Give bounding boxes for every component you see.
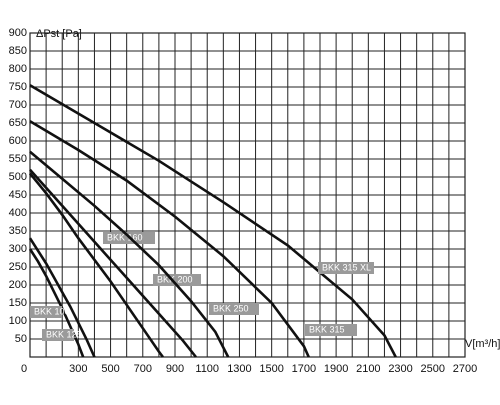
plot-border bbox=[29, 32, 466, 358]
y-tick-label: 600 bbox=[9, 135, 27, 147]
curve bbox=[29, 168, 197, 358]
curve-label: BKK 250 bbox=[213, 303, 249, 313]
y-tick-label: 550 bbox=[9, 153, 27, 165]
y-tick-label: 350 bbox=[9, 225, 27, 237]
y-tick-label: 750 bbox=[9, 81, 27, 93]
curve bbox=[29, 84, 397, 358]
curve-label: BKK 315 XL bbox=[322, 262, 371, 272]
y-tick-label: 650 bbox=[9, 117, 27, 129]
y-tick-label: 50 bbox=[15, 333, 27, 345]
y-tick-label: 700 bbox=[9, 99, 27, 111]
y-tick-label: 900 bbox=[9, 27, 27, 39]
x-tick-label: 0 bbox=[21, 363, 27, 375]
curve-label: BKK 200 bbox=[157, 274, 193, 284]
x-tick-label: 1100 bbox=[195, 363, 219, 375]
y-tick-label: 300 bbox=[9, 243, 27, 255]
y-tick-label: 450 bbox=[9, 189, 27, 201]
x-tick-label: 1300 bbox=[227, 363, 251, 375]
curve-label: BKK 125 bbox=[46, 329, 82, 339]
y-tick-label: 800 bbox=[9, 63, 27, 75]
y-tick-label: 500 bbox=[9, 171, 27, 183]
x-tick-label: 1700 bbox=[292, 363, 316, 375]
curve bbox=[29, 120, 310, 358]
x-tick-label: 2300 bbox=[388, 363, 412, 375]
y-tick-label: 100 bbox=[9, 315, 27, 327]
y-tick-label: 150 bbox=[9, 297, 27, 309]
x-tick-label: 1500 bbox=[259, 363, 283, 375]
curve-label: BKK 315 bbox=[309, 324, 345, 334]
curve-label-box bbox=[209, 303, 259, 315]
y-tick-label: 250 bbox=[9, 261, 27, 273]
x-tick-label: 300 bbox=[69, 363, 87, 375]
curve-label: BKK 160 bbox=[107, 232, 143, 242]
curve bbox=[28, 248, 85, 358]
x-tick-label: 700 bbox=[134, 363, 152, 375]
curve-label-box bbox=[305, 324, 357, 336]
y-axis-label: ΔPst [Pa] bbox=[36, 28, 82, 40]
y-tick-label: 400 bbox=[9, 207, 27, 219]
curve-label-box bbox=[318, 262, 374, 274]
curve bbox=[28, 237, 96, 358]
y-tick-label: 200 bbox=[9, 279, 27, 291]
x-tick-label: 500 bbox=[101, 363, 119, 375]
curve-label-box bbox=[153, 274, 201, 286]
x-tick-label: 900 bbox=[166, 363, 184, 375]
y-tick-label: 850 bbox=[9, 45, 27, 57]
curve bbox=[28, 172, 164, 358]
curve-label-box bbox=[42, 329, 74, 341]
curve bbox=[29, 150, 230, 358]
curve-label-box bbox=[30, 306, 62, 318]
x-tick-label: 2700 bbox=[453, 363, 477, 375]
x-axis-label: V[m³/h] bbox=[465, 338, 500, 350]
x-tick-label: 2500 bbox=[421, 363, 445, 375]
x-tick-label: 2100 bbox=[356, 363, 380, 375]
x-tick-label: 1900 bbox=[324, 363, 348, 375]
curve-label: BKK 100 bbox=[34, 306, 70, 316]
